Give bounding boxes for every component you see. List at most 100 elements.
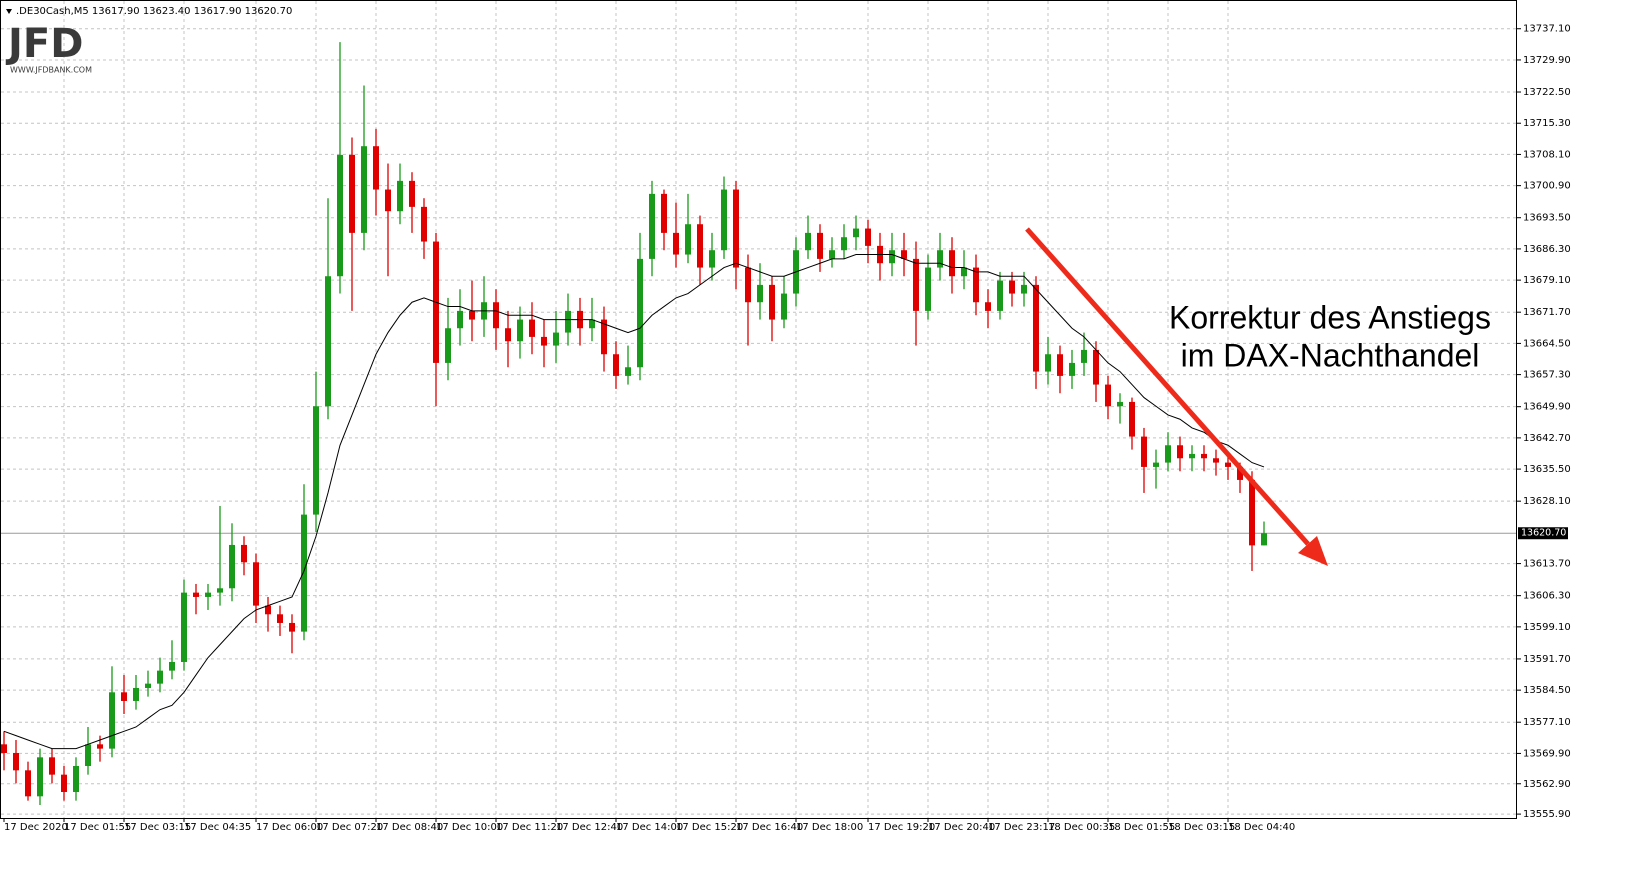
- candle-body: [493, 302, 499, 329]
- candle-body: [985, 302, 991, 311]
- candle-body: [85, 744, 91, 766]
- menu-triangle: [6, 9, 12, 14]
- candle-body: [1249, 479, 1255, 546]
- last-price-box: [1518, 527, 1568, 540]
- candle-body: [397, 180, 403, 212]
- candle-body: [865, 228, 871, 246]
- y-tick-label: 13591.70: [1523, 654, 1571, 665]
- candle-body: [445, 328, 451, 363]
- x-tick-label: 17 Dec 01:55: [64, 822, 131, 833]
- y-tick-label: 13613.70: [1523, 559, 1571, 570]
- candle-body: [973, 267, 979, 303]
- candle-body: [697, 224, 703, 268]
- y-tick-label: 13657.30: [1523, 370, 1571, 381]
- candle-body: [757, 284, 763, 303]
- candle-body: [97, 744, 103, 749]
- trend-arrow: [1025, 227, 1310, 546]
- logo-url: WWW.JFDBANK.COM: [10, 66, 92, 75]
- candle-body: [13, 752, 19, 771]
- candle-body: [721, 189, 727, 251]
- x-tick-label: 17 Dec 16:40: [736, 822, 803, 833]
- candle-body: [613, 354, 619, 376]
- candle-body: [133, 687, 139, 701]
- candle-body: [169, 661, 175, 671]
- y-tick-label: 13737.10: [1523, 24, 1571, 35]
- candle-body: [565, 310, 571, 333]
- candle-body: [181, 592, 187, 662]
- candle-body: [1, 744, 7, 753]
- candle-body: [817, 232, 823, 259]
- y-tick-label: 13649.90: [1523, 402, 1571, 413]
- candle-body: [121, 692, 127, 701]
- candle-body: [409, 180, 415, 207]
- candle-body: [841, 237, 847, 251]
- candle-body: [289, 622, 295, 632]
- x-tick-label: 18 Dec 01:55: [1108, 822, 1175, 833]
- candle-body: [325, 276, 331, 407]
- x-tick-label: 18 Dec 00:35: [1048, 822, 1115, 833]
- candle-body: [1057, 354, 1063, 376]
- candle-body: [1141, 436, 1147, 467]
- candle-body: [853, 228, 859, 238]
- candle-body: [649, 193, 655, 259]
- candle-body: [265, 605, 271, 615]
- candle-body: [145, 683, 151, 688]
- y-tick-label: 13569.90: [1523, 748, 1571, 759]
- chart-title: .DE30Cash,M5 13617.90 13623.40 13617.90 …: [16, 6, 292, 17]
- candle-body: [193, 592, 199, 597]
- candle-body: [469, 310, 475, 320]
- candle-body: [1105, 384, 1111, 407]
- candle-body: [889, 250, 895, 264]
- candle-body: [361, 146, 367, 233]
- candle-body: [157, 670, 163, 684]
- y-tick-label: 13715.30: [1523, 118, 1571, 129]
- candle-body: [37, 757, 43, 797]
- candle-body: [601, 319, 607, 355]
- candle-body: [1225, 462, 1231, 467]
- candle-body: [997, 280, 1003, 311]
- x-tick-label: 18 Dec 04:40: [1228, 822, 1295, 833]
- candle-body: [745, 267, 751, 303]
- y-tick-label: 13679.10: [1523, 275, 1571, 286]
- y-tick-label: 13584.50: [1523, 685, 1571, 696]
- candle-body: [805, 232, 811, 251]
- annotation: im DAX-Nachthandel: [1181, 337, 1480, 373]
- y-tick-label: 13642.70: [1523, 433, 1571, 444]
- candle-body: [349, 154, 355, 233]
- y-tick-label: 13562.90: [1523, 779, 1571, 790]
- y-tick-label: 13700.90: [1523, 181, 1571, 192]
- candle-body: [1021, 284, 1027, 294]
- candle-body: [49, 757, 55, 775]
- x-tick-label: 17 Dec 15:20: [676, 822, 743, 833]
- candle-body: [925, 267, 931, 311]
- y-tick-label: 13708.10: [1523, 149, 1571, 160]
- y-tick-label: 13671.70: [1523, 307, 1571, 318]
- candle-body: [1237, 466, 1243, 480]
- arrow-head: [1298, 536, 1328, 566]
- candle-body: [685, 224, 691, 255]
- candle-body: [229, 544, 235, 589]
- candle-body: [1165, 445, 1171, 463]
- candle-body: [373, 146, 379, 190]
- candle-body: [781, 293, 787, 320]
- candle-body: [25, 770, 31, 797]
- candle-body: [313, 406, 319, 515]
- candle-body: [901, 250, 907, 259]
- x-tick-label: 17 Dec 20:40: [928, 822, 995, 833]
- candle-body: [1153, 462, 1159, 467]
- candle-body: [1069, 362, 1075, 376]
- candle-body: [553, 332, 559, 346]
- x-tick-label: 17 Dec 08:40: [376, 822, 443, 833]
- x-tick-label: 17 Dec 19:20: [868, 822, 935, 833]
- candle-body: [277, 614, 283, 623]
- moving-average: [3, 254, 1265, 750]
- y-tick-label: 13577.10: [1523, 717, 1571, 728]
- candle-body: [1045, 354, 1051, 372]
- candle-body: [661, 193, 667, 233]
- candle-body: [385, 189, 391, 212]
- candle-body: [1009, 280, 1015, 294]
- candle-body: [337, 154, 343, 277]
- x-tick-label: 17 Dec 12:40: [556, 822, 623, 833]
- x-tick-label: 17 Dec 14:00: [616, 822, 683, 833]
